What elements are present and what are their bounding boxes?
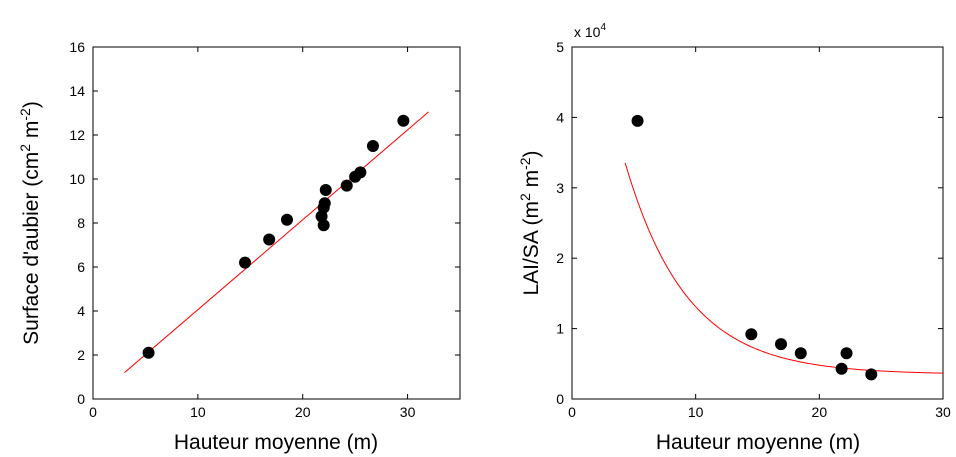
data-point	[239, 256, 252, 269]
y-tick-label: 5	[556, 39, 564, 55]
data-point	[354, 166, 367, 179]
fit-line	[124, 111, 429, 373]
x-tick-label: 30	[400, 404, 416, 420]
y-axis-label: Surface d'aubier (cm2 m-2)	[17, 101, 43, 345]
data-point	[319, 184, 332, 196]
data-point	[631, 114, 644, 127]
tick-group: 0 10 20 30 0 2 4 6 8 10 12 14 16	[69, 39, 460, 420]
data-point	[340, 179, 353, 192]
x-tick-label: 10	[190, 404, 206, 420]
y-tick-label: 2	[556, 250, 564, 266]
y-tick-label: 8	[77, 215, 85, 231]
data-point	[318, 197, 331, 210]
x-tick-label: 10	[688, 404, 704, 420]
plot-frame	[92, 46, 461, 400]
data-point	[263, 233, 276, 246]
data-point	[397, 114, 410, 127]
y-tick-label: 4	[556, 109, 564, 125]
points-group	[142, 114, 410, 359]
data-point	[366, 140, 379, 152]
data-point	[142, 346, 155, 359]
y-tick-label: 10	[69, 171, 85, 187]
fit-curve	[624, 162, 944, 374]
data-point	[317, 219, 330, 232]
y-tick-label: 16	[69, 39, 85, 55]
y-tick-label: 1	[556, 321, 564, 337]
y-axis-label: LAI/SA (m2 m-2)	[517, 150, 543, 295]
y-tick-label: 2	[77, 347, 85, 363]
data-point	[280, 213, 293, 226]
x-tick-label: 0	[568, 404, 576, 420]
data-point	[840, 347, 853, 360]
x-tick-label: 20	[295, 404, 311, 420]
y-tick-label: 4	[77, 303, 85, 319]
x-tick-label: 20	[812, 404, 828, 420]
points-group	[631, 114, 878, 381]
x-axis-label: Hauteur moyenne (m)	[656, 431, 860, 454]
fit-curve-group	[624, 162, 944, 374]
plot-frame	[571, 46, 944, 400]
y-multiplier: x 104	[574, 22, 606, 40]
y-tick-label: 12	[69, 127, 85, 143]
y-tick-label: 0	[556, 391, 564, 407]
y-tick-label: 0	[77, 391, 85, 407]
x-axis-label: Hauteur moyenne (m)	[174, 431, 378, 454]
y-tick-label: 14	[69, 83, 85, 99]
data-point	[794, 347, 807, 360]
x-tick-label: 30	[935, 404, 951, 420]
data-point	[745, 328, 758, 341]
fit-line-group	[124, 111, 429, 373]
data-point	[774, 338, 787, 351]
data-point	[865, 368, 878, 381]
y-tick-label: 3	[556, 180, 564, 196]
tick-group: 0 10 20 30 0 1 2 3 4 5	[556, 39, 951, 420]
data-point	[835, 362, 848, 375]
chart-sapwood-area: 0 10 20 30 0 2 4 6 8 10 12 14 16 Hauteur moyenne (m)…	[17, 39, 461, 454]
y-tick-label: 6	[77, 259, 85, 275]
x-tick-label: 0	[89, 404, 97, 420]
